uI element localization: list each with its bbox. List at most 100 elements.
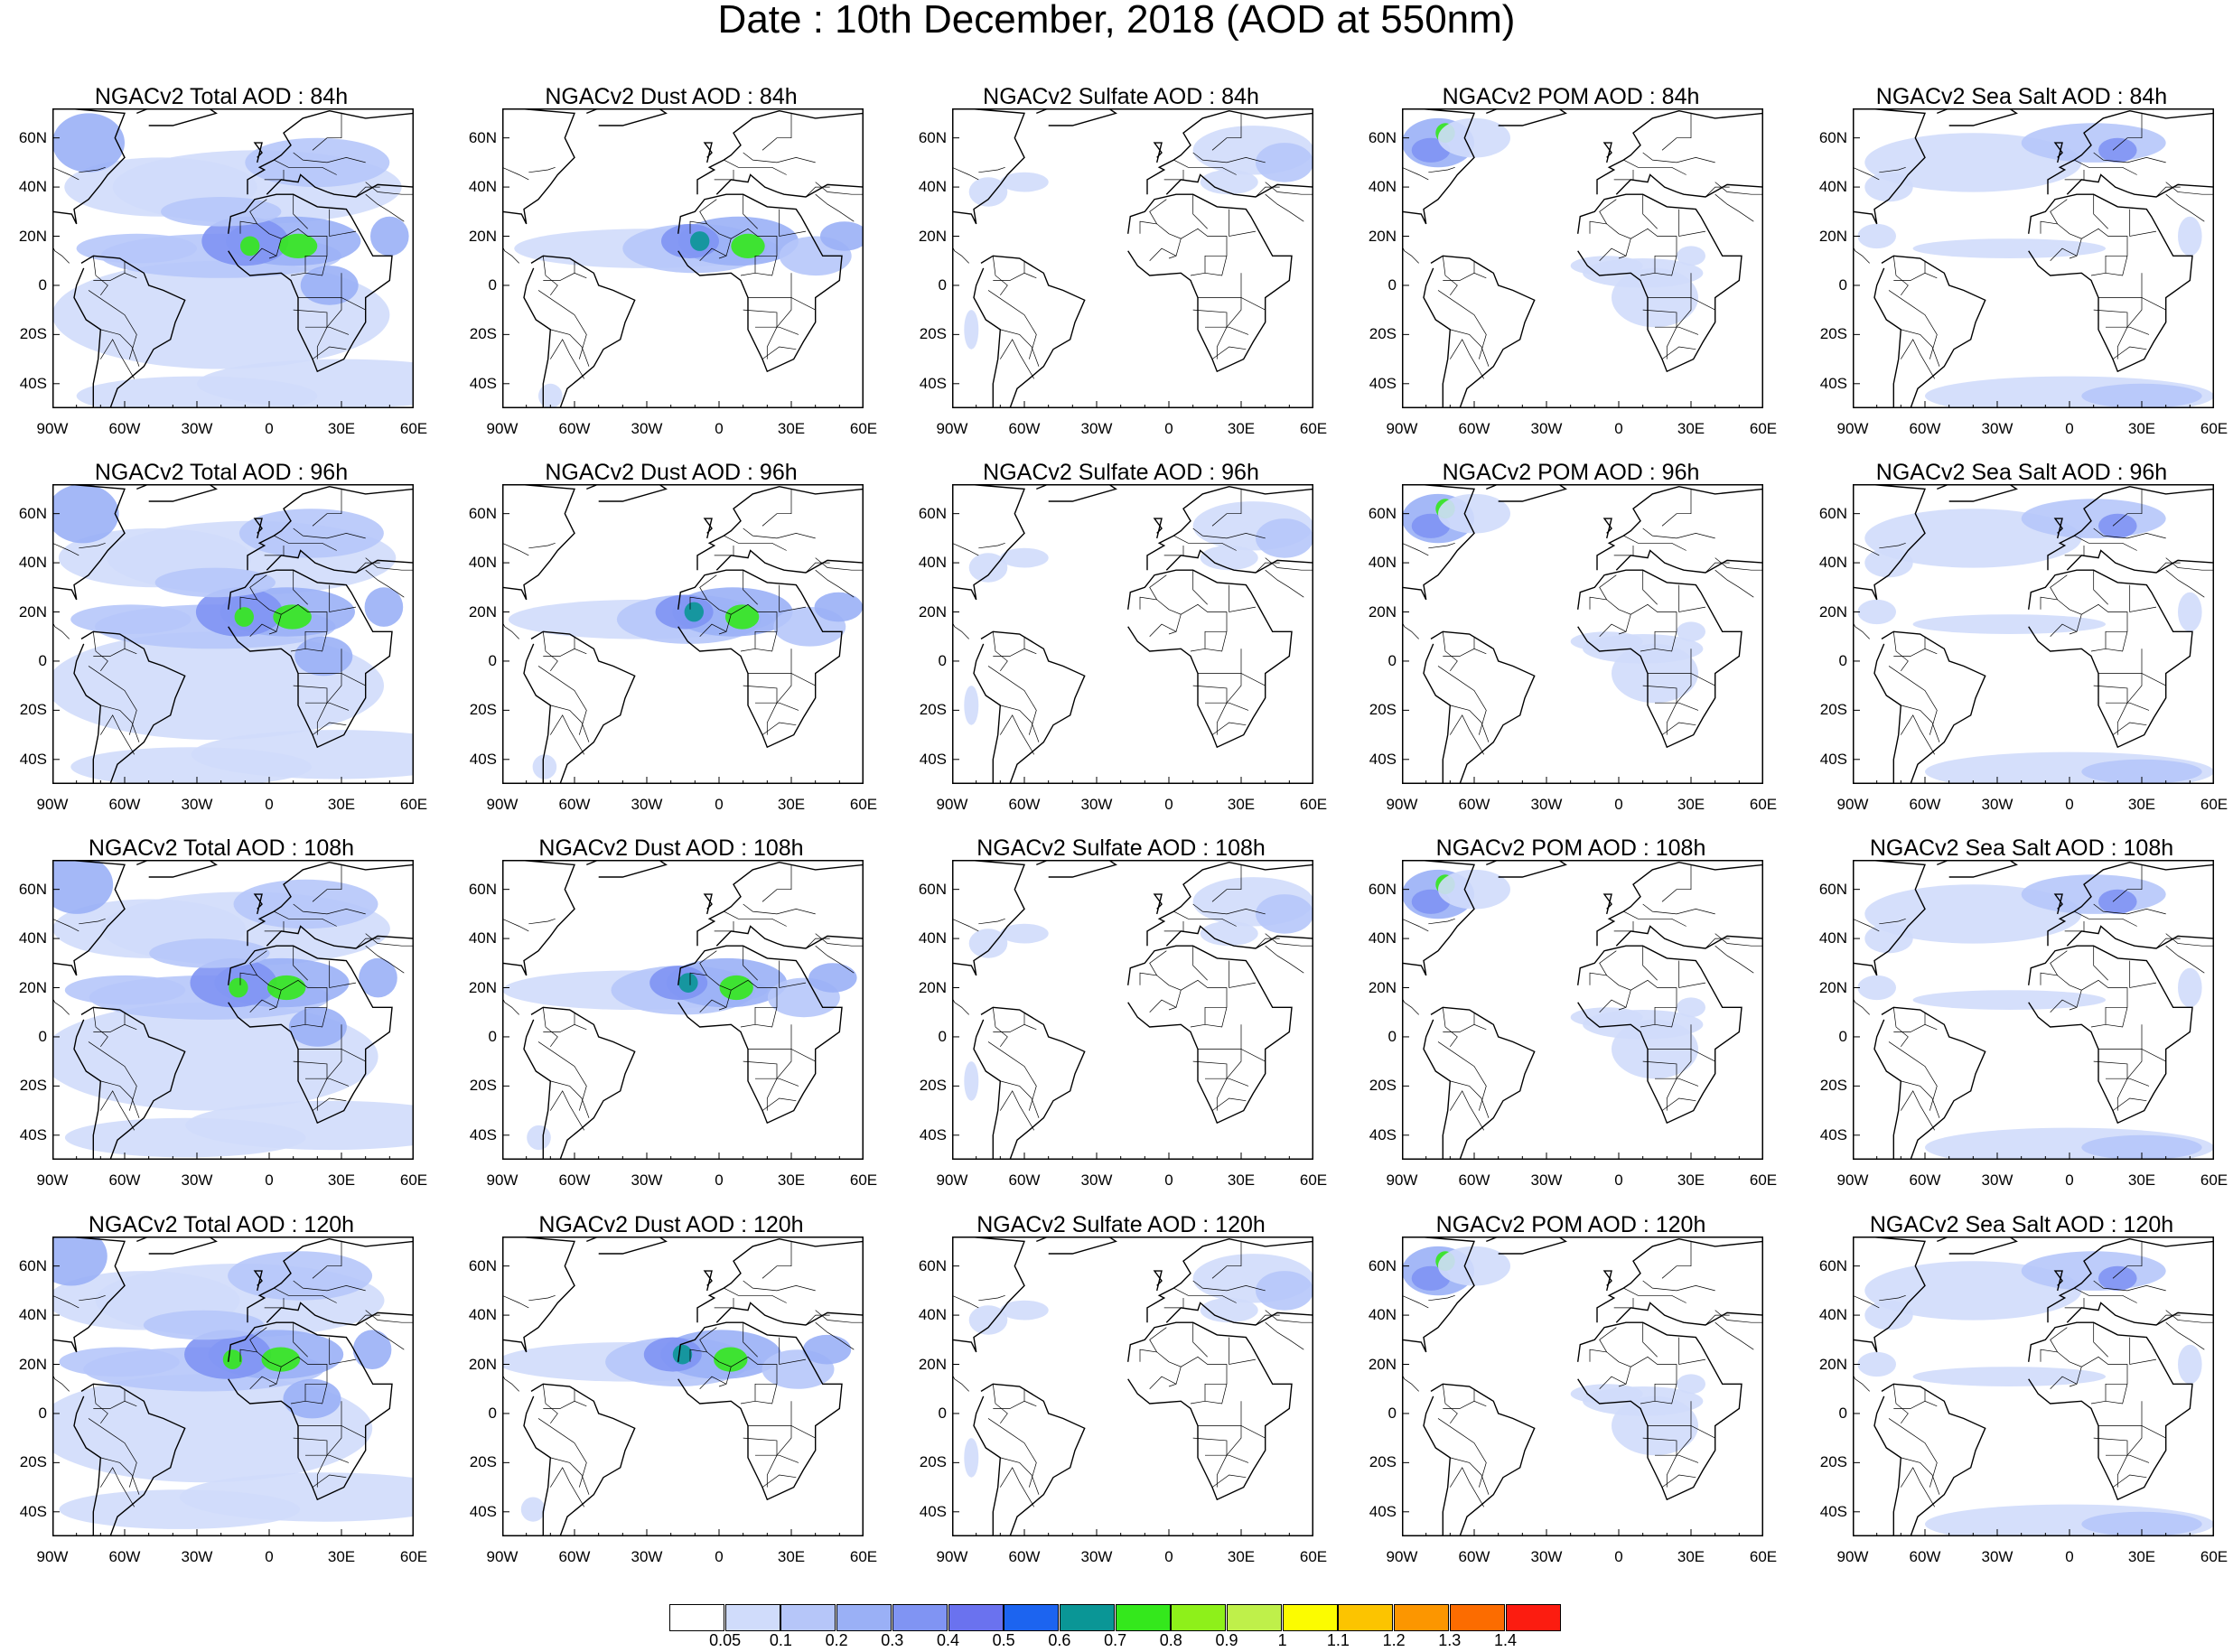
map-panel-pom-108h: NGACv2 POM AOD : 108h 60N 40N 20N 0 20S 40S 90W… [1350, 836, 1792, 1209]
lon-tick-label: 60E [2200, 420, 2228, 437]
map-panel-total-84h: NGACv2 Total AOD : 84h 60N 40N 20N 0 20S 40S 90… [0, 85, 443, 457]
map-panel-seasalt-120h: NGACv2 Sea Salt AOD : 120h 60N 40N 20N 0 20S 4… [1800, 1213, 2233, 1585]
lon-tick-label: 0 [715, 420, 724, 437]
lat-tick-label: 20S [919, 1077, 947, 1095]
panel-title: NGACv2 Total AOD : 120h [88, 1212, 355, 1237]
lon-tick-label: 30E [777, 1548, 806, 1565]
lon-tick-label: 60E [849, 1171, 878, 1189]
lon-tick-label: 60W [108, 796, 141, 813]
panel-title: NGACv2 Total AOD : 96h [94, 460, 349, 485]
colorbar-label: 0.7 [1104, 1631, 1127, 1649]
panel-title: NGACv2 Sea Salt AOD : 96h [1875, 460, 2168, 485]
lon-tick-label: 0 [1614, 420, 1623, 437]
lon-tick-label: 90W [1386, 1171, 1418, 1189]
lon-tick-label: 0 [2065, 1548, 2074, 1565]
lon-tick-label: 60E [399, 420, 428, 437]
lat-tick-label: 40S [1369, 1502, 1397, 1520]
colorbar-label: 0.4 [936, 1631, 960, 1649]
lon-tick-label: 90W [36, 420, 69, 437]
lat-tick-label: 40S [919, 374, 947, 392]
lon-tick-label: 90W [486, 1171, 519, 1189]
lon-tick-label: 30W [1981, 420, 2013, 437]
lat-tick-label: 0 [38, 1404, 47, 1422]
lat-tick-label: 60N [918, 1256, 947, 1274]
lon-tick-label: 60E [399, 1171, 428, 1189]
lat-tick-label: 40S [919, 750, 947, 768]
lat-tick-label: 20N [468, 1355, 497, 1373]
lat-tick-label: 40S [469, 1125, 497, 1143]
lon-tick-label: 30E [327, 1171, 356, 1189]
lat-tick-label: 20S [1819, 1453, 1847, 1471]
lat-tick-label: 40S [1819, 750, 1847, 768]
colorbar-swatch [892, 1604, 948, 1631]
aod-map [1402, 1237, 1763, 1536]
lat-tick-label: 20S [919, 701, 947, 719]
lon-tick-label: 30W [1530, 796, 1563, 813]
lon-tick-label: 90W [1836, 420, 1869, 437]
lon-tick-label: 60E [1299, 420, 1328, 437]
lat-tick-label: 60N [468, 128, 497, 146]
lat-tick-label: 0 [1387, 1027, 1397, 1045]
lon-tick-label: 30E [327, 1548, 356, 1565]
lat-tick-label: 0 [1838, 1404, 1847, 1422]
panel-title: NGACv2 Sulfate AOD : 108h [976, 835, 1266, 861]
lat-tick-label: 40N [468, 1306, 497, 1324]
panel-title: NGACv2 POM AOD : 96h [1442, 460, 1700, 485]
lon-tick-label: 0 [1614, 1548, 1623, 1565]
lat-tick-label: 20S [919, 1453, 947, 1471]
lon-tick-label: 0 [265, 796, 274, 813]
aod-map [1402, 108, 1763, 408]
lat-tick-label: 60N [468, 1256, 497, 1274]
lat-tick-label: 0 [38, 275, 47, 294]
lon-tick-label: 30W [1080, 1171, 1113, 1189]
lat-tick-label: 0 [488, 1404, 497, 1422]
map-panel-seasalt-96h: NGACv2 Sea Salt AOD : 96h 60N 40N 20N 0 20S 40… [1800, 461, 2233, 833]
figure-title: Date : 10th December, 2018 (AOD at 550nm… [717, 0, 1516, 42]
lon-tick-label: 30W [181, 1171, 213, 1189]
lon-tick-label: 60W [108, 1548, 141, 1565]
lat-tick-label: 60N [918, 504, 947, 522]
lon-tick-label: 60E [2200, 796, 2228, 813]
lat-tick-label: 20N [918, 602, 947, 621]
map-panel-total-120h: NGACv2 Total AOD : 120h 60N 40N 20N 0 20S 40S 9… [0, 1213, 443, 1585]
lat-tick-label: 20N [1818, 227, 1847, 245]
lat-tick-label: 0 [1387, 651, 1397, 669]
lon-tick-label: 0 [1164, 1171, 1173, 1189]
lat-tick-label: 40S [1819, 374, 1847, 392]
lon-tick-label: 0 [2065, 1171, 2074, 1189]
lon-tick-label: 60E [1299, 1548, 1328, 1565]
lat-tick-label: 60N [1818, 128, 1847, 146]
lon-tick-label: 30E [1227, 796, 1256, 813]
aod-map [502, 860, 864, 1160]
lat-tick-label: 0 [1387, 275, 1397, 294]
lat-tick-label: 40S [469, 750, 497, 768]
lat-tick-label: 40N [18, 178, 47, 196]
lon-tick-label: 90W [36, 1171, 69, 1189]
colorbar-label: 0.5 [992, 1631, 1015, 1649]
lat-tick-label: 20N [18, 1355, 47, 1373]
lon-tick-label: 60W [1909, 420, 1941, 437]
lat-tick-label: 40N [918, 554, 947, 572]
lat-tick-label: 20S [469, 1453, 497, 1471]
aod-map [1853, 860, 2214, 1160]
lon-tick-label: 90W [36, 1548, 69, 1565]
lat-tick-label: 20S [1819, 701, 1847, 719]
lon-tick-label: 30E [327, 796, 356, 813]
lat-tick-label: 60N [1818, 1256, 1847, 1274]
aod-map [952, 108, 1313, 408]
lat-tick-label: 20N [918, 1355, 947, 1373]
lon-tick-label: 30W [181, 420, 213, 437]
lon-tick-label: 30E [777, 1171, 806, 1189]
colorbar-label: 0.2 [825, 1631, 848, 1649]
lon-tick-label: 90W [36, 796, 69, 813]
lon-tick-label: 60E [1749, 420, 1778, 437]
lat-tick-label: 40N [918, 929, 947, 947]
lat-tick-label: 60N [18, 128, 47, 146]
colorbar-label: 0.8 [1159, 1631, 1182, 1649]
aod-map [502, 1237, 864, 1536]
lat-tick-label: 60N [468, 504, 497, 522]
lon-tick-label: 30E [1677, 796, 1705, 813]
lon-tick-label: 90W [486, 1548, 519, 1565]
lon-tick-label: 30E [1677, 420, 1705, 437]
lat-tick-label: 40N [1818, 554, 1847, 572]
